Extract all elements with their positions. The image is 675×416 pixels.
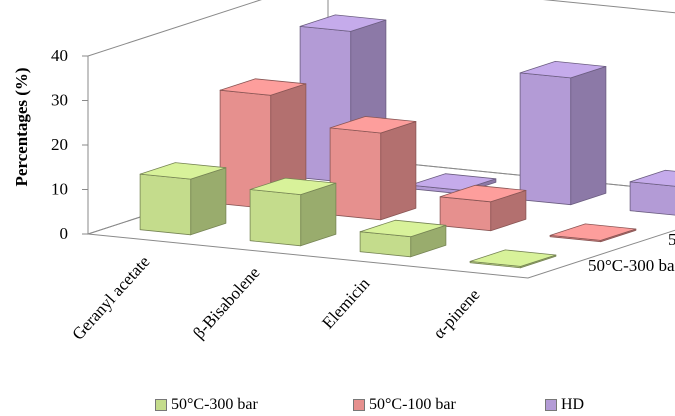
bar-top: [249, 177, 337, 196]
legend-swatch-300bar: [155, 399, 167, 411]
y-tick-label: 40: [51, 46, 68, 65]
y-tick-label: 30: [51, 91, 68, 110]
bar: [139, 162, 227, 236]
bar-top: [219, 78, 307, 96]
bar-front: [329, 127, 382, 221]
bar: [219, 78, 307, 210]
bar: [329, 116, 417, 221]
bar: [629, 169, 675, 216]
bar: [549, 223, 637, 243]
bar-top: [409, 173, 497, 191]
y-tick-label: 10: [51, 180, 68, 199]
bar-top: [519, 61, 607, 79]
legend-label-300bar: 50°C-300 bar: [171, 396, 258, 413]
bar-top: [629, 169, 675, 187]
bar: [359, 219, 447, 258]
category-label: α-pinene: [429, 285, 483, 342]
bar-front: [629, 181, 675, 216]
category-label: β-Bisabolene: [189, 263, 263, 342]
legend-swatch-hd: [545, 399, 557, 411]
bar-top: [359, 219, 447, 238]
bar-top: [549, 223, 637, 241]
y-tick-label: 20: [51, 135, 68, 154]
bar-side: [570, 66, 607, 206]
depth-label: 50°C-300 bar: [588, 256, 675, 275]
legend-item-hd: HD: [545, 396, 584, 414]
legend-label-hd: HD: [561, 396, 585, 413]
bar: [519, 61, 607, 206]
depth-label: 50°C-100 bar: [668, 230, 675, 249]
y-tick-label: 0: [60, 224, 69, 243]
y-axis-title: Percentages (%): [12, 67, 31, 186]
bar: [469, 249, 557, 269]
bar-top: [139, 162, 227, 180]
legend-label-100bar: 50°C-100 bar: [369, 396, 456, 413]
legend-item-100bar: 50°C-100 bar: [353, 396, 456, 414]
chart-bars: [139, 14, 675, 269]
bar-side: [380, 121, 417, 221]
bar-top: [299, 14, 387, 32]
bar-top: [439, 184, 527, 203]
bar-front: [519, 72, 572, 206]
bar-front: [139, 173, 192, 236]
bar: [439, 184, 527, 232]
bar: [249, 177, 337, 247]
legend-swatch-100bar: [353, 399, 365, 411]
legend-item-300bar: 50°C-300 bar: [155, 396, 258, 414]
legend: 50°C-300 bar 50°C-100 bar HD: [0, 396, 675, 416]
bar-top: [469, 249, 557, 267]
bar-front: [249, 189, 302, 247]
category-label: Elemicin: [318, 274, 374, 333]
bar-front: [439, 196, 492, 232]
category-label: Geranyl acetate: [68, 252, 153, 344]
bar-top: [329, 116, 417, 134]
